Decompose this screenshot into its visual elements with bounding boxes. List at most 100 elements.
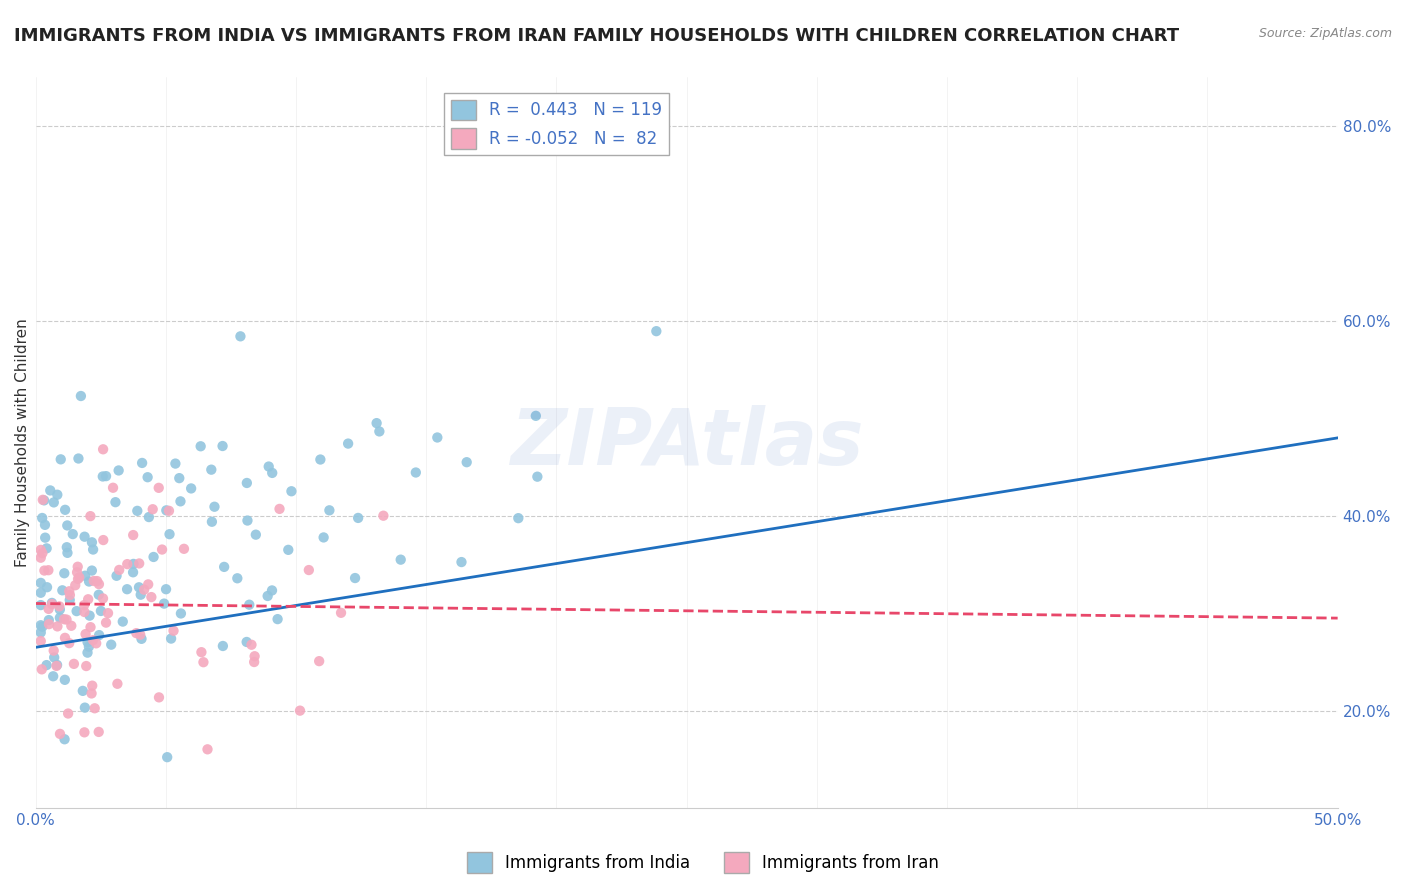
Point	[229, 329, 252, 343]
Point	[142, 502, 165, 516]
Point	[344, 571, 367, 585]
Point	[84, 636, 107, 650]
Point	[243, 655, 266, 669]
Point	[73, 700, 96, 714]
Point	[337, 436, 360, 450]
Point	[155, 582, 177, 597]
Point	[122, 557, 145, 571]
Point	[150, 542, 173, 557]
Point	[82, 633, 104, 648]
Point	[129, 588, 152, 602]
Point	[131, 632, 153, 646]
Point	[97, 606, 120, 620]
Point	[79, 608, 101, 623]
Point	[260, 583, 283, 598]
Point	[212, 560, 235, 574]
Point	[35, 658, 58, 673]
Point	[83, 701, 105, 715]
Point	[169, 494, 191, 508]
Point	[62, 527, 84, 541]
Point	[82, 679, 104, 693]
Point	[58, 584, 80, 599]
Point	[389, 552, 412, 566]
Point	[190, 645, 212, 659]
Point	[59, 593, 82, 607]
Point	[104, 495, 127, 509]
Point	[37, 563, 59, 577]
Point	[31, 620, 53, 634]
Point	[42, 495, 65, 509]
Point	[262, 466, 284, 480]
Point	[100, 638, 122, 652]
Point	[190, 439, 212, 453]
Point	[30, 586, 52, 600]
Point	[347, 511, 370, 525]
Point	[238, 598, 260, 612]
Point	[129, 628, 152, 642]
Point	[77, 574, 100, 589]
Point	[42, 669, 65, 683]
Point	[80, 686, 103, 700]
Point	[55, 613, 77, 627]
Point	[60, 619, 83, 633]
Point	[30, 542, 52, 557]
Point	[524, 409, 547, 423]
Point	[75, 659, 97, 673]
Point	[41, 596, 63, 610]
Point	[30, 550, 52, 565]
Point	[53, 566, 76, 581]
Point	[94, 469, 117, 483]
Point	[49, 602, 72, 616]
Text: Source: ZipAtlas.com: Source: ZipAtlas.com	[1258, 27, 1392, 40]
Point	[162, 624, 184, 638]
Point	[51, 583, 73, 598]
Point	[122, 566, 145, 580]
Point	[66, 559, 89, 574]
Text: ZIPAtlas: ZIPAtlas	[510, 405, 863, 481]
Point	[426, 430, 449, 444]
Point	[30, 625, 52, 640]
Point	[49, 611, 72, 625]
Point	[125, 626, 148, 640]
Point	[165, 457, 187, 471]
Point	[257, 459, 280, 474]
Point	[63, 657, 86, 671]
Point	[180, 482, 202, 496]
Point	[148, 690, 170, 705]
Point	[32, 493, 55, 508]
Point	[39, 483, 62, 498]
Point	[59, 588, 82, 602]
Point	[44, 650, 66, 665]
Point	[105, 569, 128, 583]
Point	[31, 511, 53, 525]
Point	[645, 324, 668, 338]
Point	[153, 597, 176, 611]
Point	[201, 515, 224, 529]
Point	[136, 577, 159, 591]
Point	[101, 481, 124, 495]
Point	[77, 592, 100, 607]
Point	[526, 469, 548, 483]
Point	[159, 527, 181, 541]
Point	[117, 557, 139, 571]
Point	[58, 636, 80, 650]
Point	[157, 504, 180, 518]
Point	[30, 575, 52, 590]
Point	[53, 631, 76, 645]
Point	[277, 542, 299, 557]
Point	[89, 628, 111, 642]
Point	[53, 612, 76, 626]
Point	[91, 591, 114, 606]
Point	[309, 452, 332, 467]
Point	[308, 654, 330, 668]
Y-axis label: Family Households with Children: Family Households with Children	[15, 318, 30, 567]
Point	[66, 566, 89, 580]
Point	[368, 425, 391, 439]
Point	[173, 541, 195, 556]
Point	[38, 613, 60, 627]
Point	[128, 580, 150, 594]
Point	[41, 597, 63, 611]
Point	[35, 541, 58, 556]
Point	[138, 510, 160, 524]
Point	[169, 471, 191, 485]
